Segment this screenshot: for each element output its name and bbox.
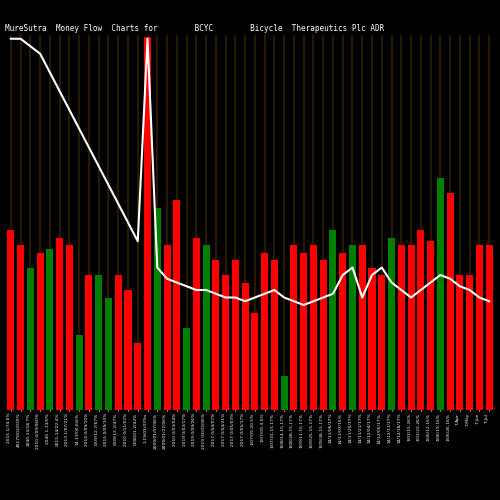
- Bar: [242, 282, 248, 410]
- Bar: [76, 335, 82, 410]
- Bar: [271, 260, 278, 410]
- Bar: [27, 268, 34, 410]
- Bar: [388, 238, 395, 410]
- Bar: [86, 275, 92, 410]
- Bar: [222, 275, 229, 410]
- Bar: [456, 275, 464, 410]
- Bar: [280, 376, 287, 410]
- Bar: [300, 252, 307, 410]
- Bar: [164, 245, 170, 410]
- Bar: [261, 252, 268, 410]
- Bar: [154, 208, 161, 410]
- Bar: [339, 252, 346, 410]
- Bar: [290, 245, 298, 410]
- Bar: [446, 192, 454, 410]
- Bar: [56, 238, 63, 410]
- Bar: [193, 238, 200, 410]
- Bar: [252, 312, 258, 410]
- Bar: [437, 178, 444, 410]
- Bar: [8, 230, 14, 410]
- Bar: [17, 245, 24, 410]
- Bar: [358, 245, 366, 410]
- Bar: [476, 245, 483, 410]
- Bar: [349, 245, 356, 410]
- Bar: [134, 342, 141, 410]
- Bar: [46, 248, 54, 410]
- Bar: [408, 245, 414, 410]
- Bar: [212, 260, 220, 410]
- Bar: [232, 260, 239, 410]
- Bar: [466, 275, 473, 410]
- Text: MureSutra  Money Flow  Charts for        BCYC        Bicycle  Therapeutics Plc A: MureSutra Money Flow Charts for BCYC Bic…: [5, 24, 384, 33]
- Bar: [144, 37, 151, 410]
- Bar: [330, 230, 336, 410]
- Bar: [427, 242, 434, 410]
- Bar: [310, 245, 317, 410]
- Bar: [398, 245, 405, 410]
- Bar: [95, 275, 102, 410]
- Bar: [183, 328, 190, 410]
- Bar: [174, 200, 180, 410]
- Bar: [368, 268, 376, 410]
- Bar: [36, 252, 44, 410]
- Bar: [486, 245, 492, 410]
- Bar: [378, 275, 386, 410]
- Bar: [418, 230, 424, 410]
- Bar: [124, 290, 132, 410]
- Bar: [114, 275, 121, 410]
- Bar: [320, 260, 326, 410]
- Bar: [105, 298, 112, 410]
- Bar: [202, 245, 209, 410]
- Bar: [66, 245, 73, 410]
